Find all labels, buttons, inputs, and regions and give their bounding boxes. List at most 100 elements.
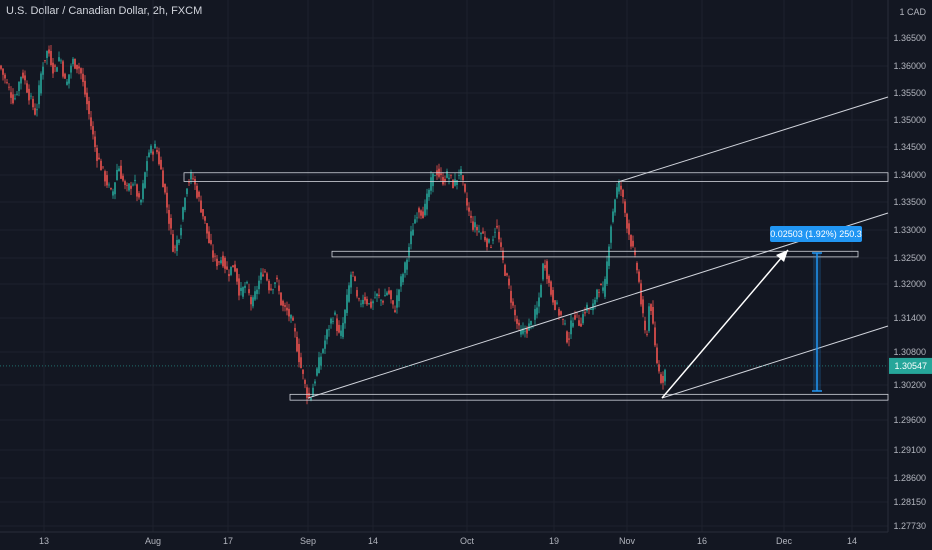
projection-arrow-line[interactable] <box>661 249 789 399</box>
candle-body <box>34 108 36 115</box>
candle-body <box>146 161 148 171</box>
candle-body <box>630 235 632 247</box>
candle-body <box>624 201 626 213</box>
candle-body <box>600 283 602 286</box>
candle-body <box>40 73 42 94</box>
candle-body <box>618 181 620 192</box>
candle-body <box>0 65 2 69</box>
candle-body <box>462 175 464 181</box>
candle-body <box>220 260 222 264</box>
x-tick-label: Sep <box>300 536 316 546</box>
candle-body <box>556 302 558 304</box>
candle-body <box>384 295 386 297</box>
candle-body <box>334 312 336 315</box>
candle-body <box>502 250 504 261</box>
trend-line-parallel[interactable] <box>661 325 889 399</box>
candle-body <box>32 98 34 108</box>
y-tick-label: 1.34500 <box>893 142 926 152</box>
candle-body <box>10 92 12 98</box>
projection-arrow-head <box>776 250 788 262</box>
candle-body <box>254 291 256 300</box>
candle-body <box>178 239 180 243</box>
candle-body <box>242 287 244 297</box>
candle-body <box>256 289 258 294</box>
trend-line-upper-channel[interactable] <box>617 96 889 183</box>
candle-body <box>590 308 592 310</box>
candle-body <box>192 178 194 180</box>
candle-body <box>120 165 122 179</box>
candle-body <box>540 285 542 298</box>
candle-body <box>370 301 372 308</box>
candle-body <box>376 293 378 297</box>
candle-body <box>6 82 8 84</box>
candle-body <box>364 296 366 301</box>
y-tick-label: 1.32000 <box>893 279 926 289</box>
candle-body <box>92 126 94 135</box>
candle-body <box>586 304 588 311</box>
y-tick-label: 1.36000 <box>893 61 926 71</box>
candle-body <box>316 368 318 376</box>
candle-body <box>478 230 480 232</box>
candle-body <box>484 236 486 241</box>
candle-body <box>212 250 214 258</box>
candle-body <box>414 219 416 224</box>
x-tick-label: Aug <box>145 536 161 546</box>
candle-body <box>74 58 76 69</box>
resistance-zone-top[interactable] <box>183 172 889 182</box>
candle-body <box>332 321 334 322</box>
candle-body <box>198 191 200 197</box>
trend-line-lower-channel[interactable] <box>307 212 889 399</box>
candle-body <box>96 147 98 161</box>
candle-body <box>620 185 622 190</box>
candle-body <box>116 169 118 181</box>
y-tick-label: 1.30800 <box>893 347 926 357</box>
candle-body <box>2 68 4 75</box>
candle-body <box>580 323 582 327</box>
candle-body <box>398 289 400 302</box>
candle-body <box>200 200 202 213</box>
candle-body <box>634 250 636 255</box>
candle-body <box>164 183 166 193</box>
candle-body <box>54 65 56 67</box>
candle-body <box>640 283 642 305</box>
candle-body <box>224 257 226 269</box>
candle-body <box>94 136 96 147</box>
candle-body <box>396 295 398 308</box>
candle-body <box>542 263 544 280</box>
candle-body <box>474 222 476 228</box>
candle-body <box>594 299 596 305</box>
candle-body <box>614 199 616 213</box>
candle-body <box>176 240 178 252</box>
last-price-label: 1.30547 <box>894 361 927 371</box>
candle-body <box>390 290 392 300</box>
candle-body <box>258 280 260 290</box>
last-price-tag[interactable] <box>889 357 932 374</box>
candle-body <box>46 50 48 58</box>
candle-body <box>38 85 40 105</box>
candle-body <box>464 184 466 192</box>
candle-body <box>372 301 374 304</box>
candle-body <box>232 265 234 268</box>
candle-body <box>226 266 228 270</box>
candle-body <box>62 61 64 77</box>
candle-body <box>656 347 658 364</box>
candle-body <box>306 387 308 398</box>
resistance-zone-mid[interactable] <box>331 250 859 258</box>
candle-body <box>420 210 422 216</box>
candle-body <box>270 288 272 290</box>
candle-body <box>404 262 406 273</box>
price-axis[interactable] <box>888 0 932 550</box>
support-zone-bottom[interactable] <box>289 393 889 401</box>
candle-body <box>430 177 432 191</box>
y-tick-label: 1.32500 <box>893 253 926 263</box>
x-tick-label: 16 <box>697 536 707 546</box>
candle-body <box>48 49 50 54</box>
candle-body <box>516 318 518 324</box>
candle-body <box>248 289 250 294</box>
candle-body <box>272 289 274 291</box>
y-tick-label: 1.30200 <box>893 380 926 390</box>
candle-body <box>410 231 412 245</box>
candle-body <box>100 160 102 171</box>
candle-body <box>14 98 16 100</box>
